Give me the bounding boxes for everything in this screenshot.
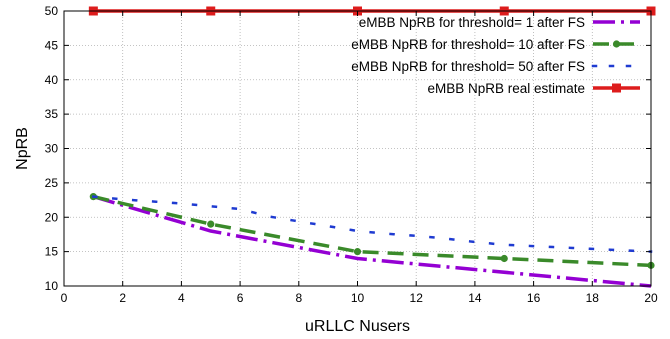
y-tick-label: 30 <box>45 142 59 156</box>
x-tick-label: 8 <box>295 291 302 305</box>
x-tick-label: 20 <box>644 291 658 305</box>
x-tick-label: 0 <box>61 291 68 305</box>
series-2 <box>89 193 655 269</box>
y-tick-label: 10 <box>45 279 59 293</box>
legend-label: eMBB NpRB for threshold= 10 after FS <box>351 37 585 52</box>
y-tick-label: 20 <box>45 210 59 224</box>
legend-marker <box>612 40 621 48</box>
legend-entry: eMBB NpRB for threshold= 1 after FS <box>359 15 640 30</box>
y-tick-label: 25 <box>45 176 59 190</box>
y-tick-label: 15 <box>45 245 59 259</box>
series-line <box>92 194 652 288</box>
legend-entry: eMBB NpRB for threshold= 50 after FS <box>351 59 642 74</box>
series-line <box>92 194 652 268</box>
x-tick-label: 2 <box>119 291 126 305</box>
x-tick-label: 14 <box>468 291 482 305</box>
axis-ticks: 0 2 4 6 8 10 12 14 16 18 20 10 15 20 25 30 35 40 45 50 <box>45 4 658 305</box>
legend-entry: eMBB NpRB for threshold= 10 after FS <box>351 37 640 52</box>
x-tick-label: 6 <box>237 291 244 305</box>
x-tick-label: 12 <box>410 291 424 305</box>
legend-label: eMBB NpRB for threshold= 50 after FS <box>351 59 585 74</box>
legend-marker <box>612 83 621 93</box>
x-tick-label: 18 <box>586 291 600 305</box>
x-tick-label: 16 <box>527 291 541 305</box>
data-point <box>207 220 215 228</box>
data-point <box>500 254 508 263</box>
data-point <box>353 248 362 256</box>
legend-label: eMBB NpRB for threshold= 1 after FS <box>359 15 585 30</box>
grid <box>64 11 651 286</box>
y-tick-label: 40 <box>45 73 59 87</box>
y-tick-label: 50 <box>45 4 59 18</box>
x-tick-label: 10 <box>351 291 365 305</box>
y-tick-label: 35 <box>45 107 59 121</box>
x-tick-label: 4 <box>178 291 185 305</box>
legend-entry: eMBB NpRB real estimate <box>427 81 640 96</box>
legend-label: eMBB NpRB real estimate <box>427 81 585 96</box>
x-axis-title: uRLLC Nusers <box>305 318 410 335</box>
series-3 <box>91 195 653 253</box>
series-line <box>91 195 653 253</box>
y-tick-label: 45 <box>45 38 59 52</box>
series-1 <box>92 194 652 288</box>
y-axis-title: NpRB <box>14 127 31 170</box>
legend: eMBB NpRB for threshold= 1 after FS eMBB … <box>351 15 642 96</box>
